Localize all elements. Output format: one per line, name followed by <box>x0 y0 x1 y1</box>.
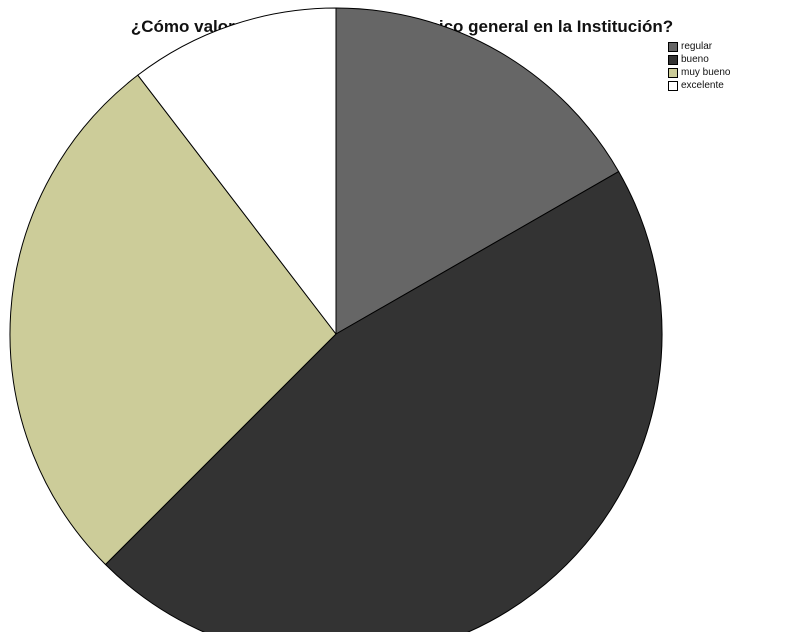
legend-label-regular: regular <box>681 41 713 52</box>
pie-slice-muy-bueno <box>9 74 337 566</box>
legend-swatch-regular <box>668 41 678 52</box>
pie-slice-excelente <box>137 7 337 335</box>
legend-swatch-bueno <box>668 54 678 65</box>
pie-slice-bueno <box>104 171 663 632</box>
legend-item-regular: regular <box>668 40 730 53</box>
legend-swatch-excelente <box>668 80 678 91</box>
chart-legend: regular bueno muy bueno excelente <box>668 40 730 92</box>
pie-slice-regular <box>335 7 620 335</box>
legend-label-bueno: bueno <box>681 54 709 65</box>
legend-label-muy-bueno: muy bueno <box>681 67 731 78</box>
legend-swatch-muy-bueno <box>668 67 678 78</box>
legend-item-bueno: bueno <box>668 53 730 66</box>
legend-label-excelente: excelente <box>681 80 724 91</box>
legend-item-excelente: excelente <box>668 79 730 92</box>
legend-item-muy-bueno: muy bueno <box>668 66 730 79</box>
